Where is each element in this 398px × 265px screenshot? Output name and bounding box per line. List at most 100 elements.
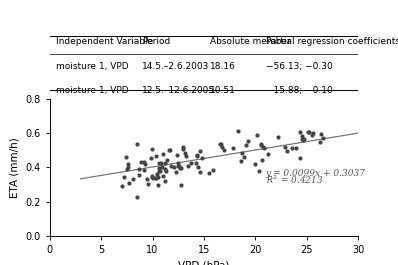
Point	[259, 144, 266, 149]
Point	[178, 183, 184, 187]
Point	[134, 195, 140, 199]
Point	[140, 160, 147, 164]
Point	[300, 138, 306, 142]
Point	[167, 148, 174, 152]
Point	[160, 152, 166, 157]
Point	[168, 164, 174, 169]
Point	[245, 139, 251, 143]
Point	[301, 137, 307, 142]
Point	[149, 147, 156, 151]
Point	[123, 155, 129, 159]
Point	[129, 177, 136, 182]
Text: −15.88; −0.10: −15.88; −0.10	[265, 86, 332, 95]
Point	[156, 166, 163, 170]
Point	[152, 176, 159, 180]
Point	[310, 131, 317, 135]
Point	[317, 140, 323, 144]
Text: y = 0.0099x + 0.3037: y = 0.0099x + 0.3037	[265, 169, 366, 178]
Point	[162, 161, 168, 165]
Point	[217, 142, 223, 146]
Point	[126, 181, 133, 185]
Point	[163, 169, 169, 173]
Point	[173, 170, 179, 174]
Point	[148, 175, 155, 179]
Point	[292, 146, 298, 150]
Point	[157, 169, 164, 174]
Point	[241, 155, 247, 160]
Point	[153, 176, 159, 180]
Point	[136, 167, 142, 171]
Point	[176, 164, 182, 168]
Point	[174, 164, 181, 168]
Point	[197, 149, 203, 153]
Point	[144, 182, 151, 186]
Point	[261, 145, 267, 150]
Point	[162, 167, 168, 171]
Point	[156, 169, 162, 173]
Point	[166, 148, 172, 152]
Point	[153, 153, 160, 158]
Point	[154, 182, 161, 187]
Point	[297, 156, 303, 160]
X-axis label: VPD (hPa): VPD (hPa)	[178, 260, 230, 265]
Point	[137, 160, 144, 164]
Point	[317, 132, 324, 136]
Point	[299, 134, 305, 138]
Point	[174, 153, 180, 157]
Point	[149, 174, 155, 178]
Point	[148, 156, 154, 160]
Point	[121, 175, 127, 179]
Point	[177, 166, 183, 170]
Point	[309, 132, 315, 137]
Point	[254, 132, 260, 137]
Point	[119, 184, 125, 188]
Text: $R^2$ = 0.4213: $R^2$ = 0.4213	[265, 174, 323, 187]
Point	[154, 174, 161, 179]
Point	[289, 146, 296, 151]
Text: 14.5.–2.6.2003: 14.5.–2.6.2003	[142, 61, 210, 70]
Point	[125, 165, 131, 170]
Point	[154, 172, 160, 176]
Point	[183, 154, 189, 158]
Point	[178, 166, 184, 170]
Point	[320, 135, 326, 140]
Point	[164, 158, 170, 162]
Point	[209, 168, 216, 172]
Point	[221, 148, 228, 152]
Point	[275, 135, 281, 139]
Point	[133, 142, 140, 146]
Point	[158, 161, 164, 165]
Point	[197, 170, 203, 174]
Point	[150, 176, 156, 180]
Point	[239, 151, 245, 155]
Y-axis label: ETA (mm/h): ETA (mm/h)	[10, 137, 20, 198]
Text: Independent Variable: Independent Variable	[56, 37, 153, 46]
Point	[193, 153, 200, 157]
Text: Period: Period	[142, 37, 170, 46]
Point	[219, 145, 225, 149]
Point	[171, 165, 177, 169]
Point	[180, 147, 187, 151]
Point	[230, 146, 236, 151]
Point	[282, 145, 289, 149]
Point	[124, 166, 130, 171]
Point	[206, 171, 212, 175]
Text: Absolute member: Absolute member	[210, 37, 291, 46]
Point	[156, 161, 162, 165]
Point	[159, 165, 165, 169]
Point	[195, 165, 201, 169]
Point	[258, 143, 264, 147]
Point	[135, 173, 142, 177]
Point	[141, 168, 148, 173]
Point	[299, 137, 305, 142]
Point	[256, 169, 262, 174]
Point	[160, 174, 166, 178]
Point	[284, 149, 291, 153]
Point	[243, 143, 250, 147]
Point	[238, 159, 244, 164]
Point	[179, 144, 186, 149]
Point	[142, 161, 148, 166]
Point	[187, 161, 194, 165]
Point	[199, 156, 205, 160]
Point	[258, 142, 264, 146]
